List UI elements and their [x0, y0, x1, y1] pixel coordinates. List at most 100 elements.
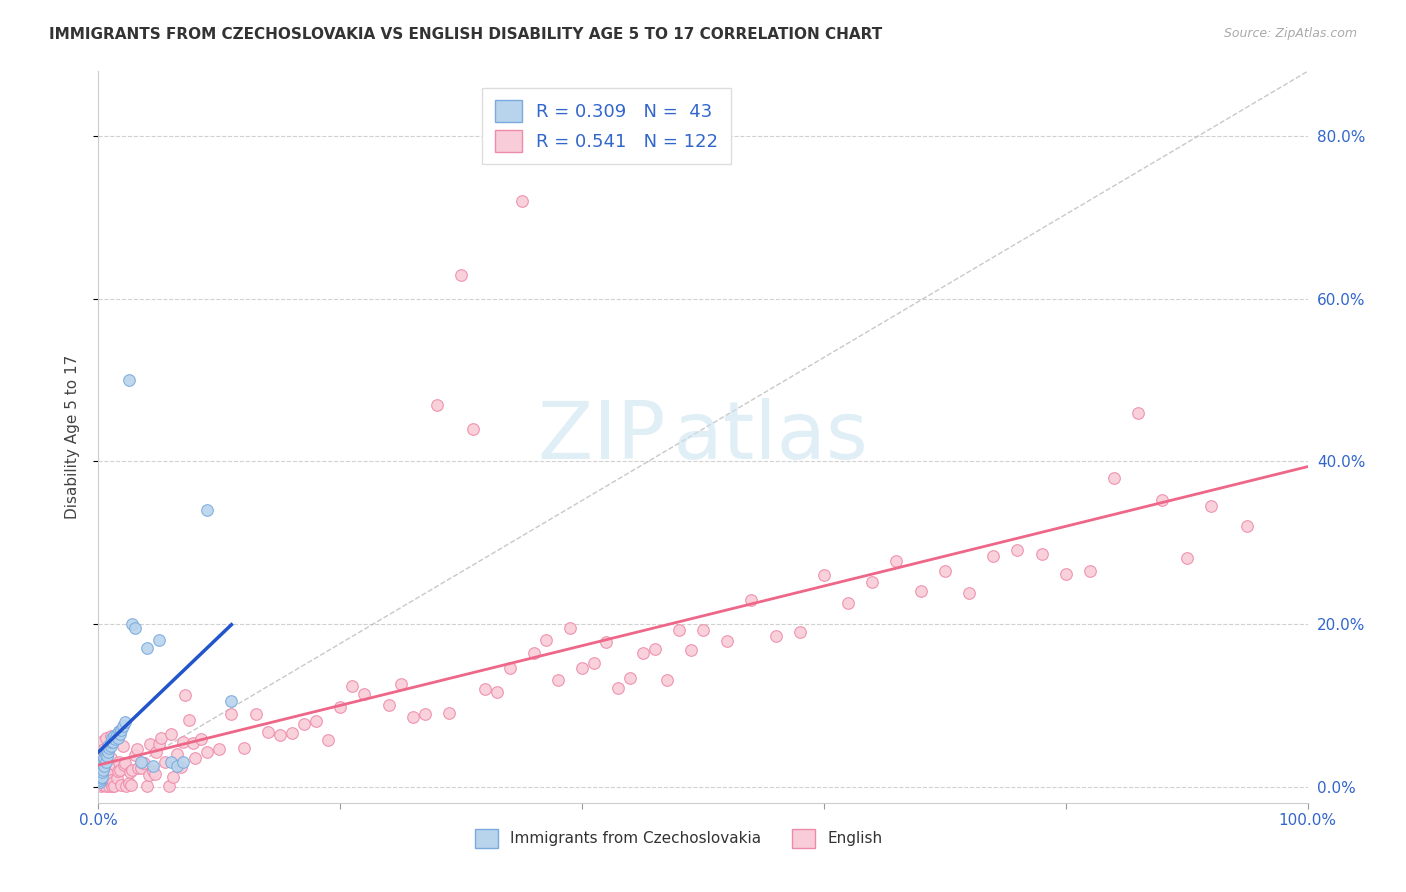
Point — [111, 718, 134, 732]
Point — [94, 767, 117, 781]
Point — [91, 760, 114, 774]
Point — [100, 772, 122, 787]
Point — [118, 776, 141, 790]
Point — [91, 770, 114, 784]
Point — [1078, 564, 1101, 578]
Point — [981, 549, 1004, 563]
Point — [93, 759, 115, 773]
Point — [402, 710, 425, 724]
Point — [105, 771, 128, 785]
Point — [97, 768, 120, 782]
Point — [124, 747, 146, 762]
Point — [118, 373, 141, 387]
Point — [934, 564, 956, 578]
Point — [1007, 543, 1029, 558]
Point — [1199, 499, 1222, 513]
Point — [181, 736, 204, 750]
Point — [89, 772, 111, 787]
Point — [166, 759, 188, 773]
Point — [281, 726, 304, 740]
Point — [120, 778, 142, 792]
Point — [160, 727, 183, 741]
Point — [595, 635, 617, 649]
Point — [583, 656, 606, 670]
Text: Source: ZipAtlas.com: Source: ZipAtlas.com — [1223, 27, 1357, 40]
Point — [110, 778, 132, 792]
Point — [115, 779, 138, 793]
Point — [108, 724, 131, 739]
Point — [607, 681, 630, 696]
Point — [208, 741, 231, 756]
Point — [96, 748, 118, 763]
Point — [129, 761, 152, 775]
Point — [98, 773, 121, 788]
Point — [413, 706, 436, 721]
Point — [97, 767, 120, 781]
Point — [1128, 406, 1150, 420]
Point — [292, 716, 315, 731]
Point — [101, 774, 124, 789]
Point — [1031, 547, 1053, 561]
Point — [132, 756, 155, 770]
Point — [104, 732, 127, 747]
Point — [523, 647, 546, 661]
Point — [655, 673, 678, 687]
Point — [1175, 550, 1198, 565]
Point — [94, 731, 117, 746]
Point — [740, 592, 762, 607]
Point — [463, 422, 485, 436]
Point — [1054, 567, 1077, 582]
Point — [534, 632, 557, 647]
Point — [112, 757, 135, 772]
Point — [91, 760, 114, 774]
Point — [474, 681, 496, 696]
Point — [571, 661, 593, 675]
Point — [90, 772, 112, 786]
Point — [90, 779, 112, 793]
Point — [100, 779, 122, 793]
Point — [93, 773, 115, 788]
Point — [135, 779, 157, 793]
Point — [121, 763, 143, 777]
Point — [172, 755, 194, 769]
Point — [89, 763, 111, 777]
Point — [127, 742, 149, 756]
Point — [195, 745, 218, 759]
Point — [837, 596, 859, 610]
Point — [716, 634, 738, 648]
Point — [90, 757, 112, 772]
Point — [96, 767, 118, 781]
Point — [631, 646, 654, 660]
Point — [377, 698, 399, 712]
Point — [124, 621, 146, 635]
Point — [98, 779, 121, 793]
Point — [90, 758, 112, 772]
Point — [166, 747, 188, 762]
Point — [100, 735, 122, 749]
Point — [100, 751, 122, 765]
Point — [148, 633, 170, 648]
Point — [153, 755, 176, 769]
Point — [389, 676, 412, 690]
Point — [96, 769, 118, 783]
Point — [353, 687, 375, 701]
Point — [89, 775, 111, 789]
Point — [150, 731, 173, 745]
Point — [142, 764, 165, 778]
Point — [107, 731, 129, 745]
Point — [142, 759, 165, 773]
Point — [108, 727, 131, 741]
Point — [90, 767, 112, 781]
Point — [135, 641, 157, 656]
Point — [245, 707, 267, 722]
Point — [342, 680, 364, 694]
Point — [547, 673, 569, 687]
Point — [91, 761, 114, 775]
Point — [269, 728, 291, 742]
Point — [97, 746, 120, 760]
Point — [94, 755, 117, 769]
Point — [100, 729, 122, 743]
Point — [1152, 493, 1174, 508]
Point — [93, 772, 115, 786]
Point — [138, 768, 160, 782]
